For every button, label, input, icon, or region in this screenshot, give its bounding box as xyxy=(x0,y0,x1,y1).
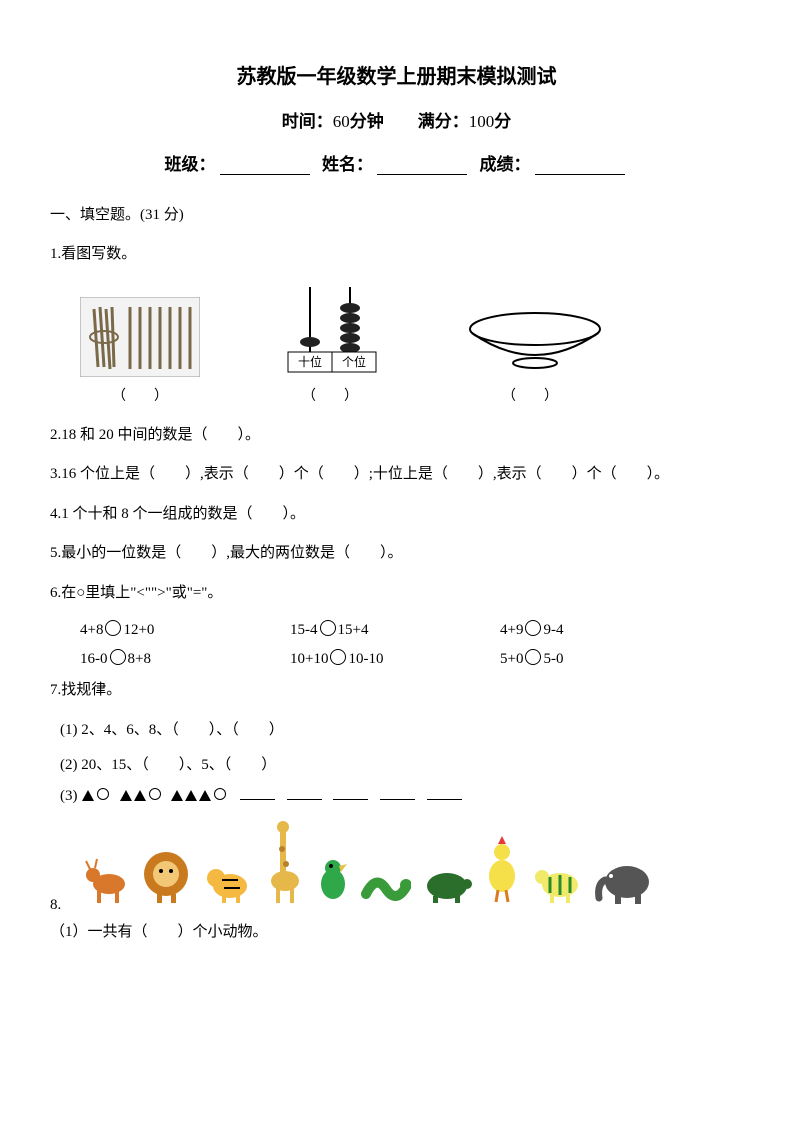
page-title: 苏教版一年级数学上册期末模拟测试 xyxy=(50,60,743,89)
triangle-icon xyxy=(199,790,211,801)
small-circle-icon xyxy=(214,788,226,800)
triangle-icon xyxy=(82,790,94,801)
result-blank[interactable] xyxy=(535,155,625,175)
q6-grid: 4+8 12+0 15-4 15+4 4+9 9-4 16-0 8+8 10+10 10-… xyxy=(80,620,743,668)
compare-circle[interactable] xyxy=(330,649,346,665)
q1-paren-3[interactable]: （ ） xyxy=(460,385,600,405)
q6-r2c1-b: 8+8 xyxy=(128,651,151,667)
time-label: 时间： xyxy=(282,112,333,131)
q6-r1c1-a: 4+8 xyxy=(80,622,103,638)
animal-parrot-icon xyxy=(313,854,353,904)
animal-zebra-icon xyxy=(530,859,585,904)
q7-2: (2) 20、15、（ ）、5、（ ） xyxy=(60,753,743,774)
q5-text: 5.最小的一位数是（ ）,最大的两位数是（ ）。 xyxy=(50,541,743,567)
q6-r2c2-b: 10-10 xyxy=(348,651,383,667)
q7-1: (1) 2、4、6、8、（ ）、（ ） xyxy=(60,718,743,739)
q2-text: 2.18 和 20 中间的数是（ ）。 xyxy=(50,423,743,449)
q6-r1c2-b: 15+4 xyxy=(338,622,369,638)
q1-answer-parens: （ ） （ ） （ ） xyxy=(80,385,743,405)
q8-number: 8. xyxy=(50,897,61,914)
compare-circle[interactable] xyxy=(105,620,121,636)
student-info-line: 班级： 姓名： 成绩： xyxy=(50,150,743,175)
abacus-tens-label: 十位 xyxy=(298,354,322,369)
animal-rooster-icon xyxy=(482,834,522,904)
compare-circle[interactable] xyxy=(525,620,541,636)
pattern-blank[interactable] xyxy=(380,799,415,800)
q6-text: 6.在○里填上"<"">"或"="。 xyxy=(50,581,743,607)
time-value: 60 xyxy=(333,112,350,131)
section-1-head: 一、填空题。(31 分) xyxy=(50,203,743,224)
name-blank[interactable] xyxy=(377,155,467,175)
q1-images: 十位 个位 xyxy=(80,282,743,377)
q6-r1c2: 15-4 15+4 xyxy=(290,620,500,639)
q6-r1c1-b: 12+0 xyxy=(123,622,154,638)
name-label: 姓名： xyxy=(322,155,373,174)
q3-text: 3.16 个位上是（ ）,表示（ ）个（ ）;十位上是（ ）,表示（ ）个（ ）… xyxy=(50,462,743,488)
pattern-blank[interactable] xyxy=(287,799,322,800)
result-label: 成绩： xyxy=(480,155,531,174)
worksheet-page: 苏教版一年级数学上册期末模拟测试 时间：60分钟 满分：100分 班级： 姓名：… xyxy=(0,0,793,1122)
q6-r1c1: 4+8 12+0 xyxy=(80,620,290,639)
animal-giraffe-icon xyxy=(260,819,305,904)
animal-elephant-icon xyxy=(593,854,653,904)
q6-r2c2: 10+10 10-10 xyxy=(290,649,500,668)
compare-circle[interactable] xyxy=(320,620,336,636)
compare-circle[interactable] xyxy=(525,649,541,665)
q6-r2c3-b: 5-0 xyxy=(543,651,563,667)
subtitle-line: 时间：60分钟 满分：100分 xyxy=(50,107,743,132)
pattern-blank[interactable] xyxy=(333,799,368,800)
q4-text: 4.1 个十和 8 个一组成的数是（ ）。 xyxy=(50,502,743,528)
small-circle-icon xyxy=(97,788,109,800)
animal-turtle-icon xyxy=(419,864,474,904)
animal-deer-icon xyxy=(81,849,131,904)
q7-3: (3) xyxy=(60,788,743,805)
q6-row-1: 4+8 12+0 15-4 15+4 4+9 9-4 xyxy=(80,620,743,639)
q1-paren-2[interactable]: （ ） xyxy=(270,385,390,405)
q7-3-prefix: (3) xyxy=(60,788,81,804)
q6-r2c3-a: 5+0 xyxy=(500,651,523,667)
pattern-blank[interactable] xyxy=(240,799,275,800)
q6-r2c3: 5+0 5-0 xyxy=(500,649,710,668)
compare-circle[interactable] xyxy=(110,649,126,665)
sticks-image xyxy=(80,297,200,377)
q6-row-2: 16-0 8+8 10+10 10-10 5+0 5-0 xyxy=(80,649,743,668)
class-label: 班级： xyxy=(165,155,216,174)
animal-snake-icon xyxy=(361,859,411,904)
fullscore-unit: 分 xyxy=(494,112,511,131)
q8-1: （1）一共有（ ）个小动物。 xyxy=(50,920,743,941)
q6-r2c2-a: 10+10 xyxy=(290,651,328,667)
fullscore-label: 满分： xyxy=(418,112,469,131)
q6-r2c1-a: 16-0 xyxy=(80,651,108,667)
small-circle-icon xyxy=(149,788,161,800)
abacus-ones-label: 个位 xyxy=(342,354,366,369)
q6-r1c2-a: 15-4 xyxy=(290,622,318,638)
q7-text: 7.找规律。 xyxy=(50,678,743,704)
q6-r2c1: 16-0 8+8 xyxy=(80,649,290,668)
triangle-icon xyxy=(134,790,146,801)
time-unit: 分钟 xyxy=(350,112,384,131)
abacus-image: 十位 个位 xyxy=(270,282,390,377)
animals-row xyxy=(81,819,653,904)
pattern-blank[interactable] xyxy=(427,799,462,800)
q1-paren-1[interactable]: （ ） xyxy=(80,385,200,405)
animal-tiger-icon xyxy=(202,854,252,904)
q6-r1c3-b: 9-4 xyxy=(543,622,563,638)
q8-row: 8. xyxy=(50,819,743,914)
bowl-image xyxy=(460,307,610,377)
animal-lion-icon xyxy=(139,844,194,904)
triangle-icon xyxy=(185,790,197,801)
q6-r1c3-a: 4+9 xyxy=(500,622,523,638)
triangle-icon xyxy=(120,790,132,801)
fullscore-value: 100 xyxy=(469,112,495,131)
q6-r1c3: 4+9 9-4 xyxy=(500,620,710,639)
triangle-icon xyxy=(171,790,183,801)
class-blank[interactable] xyxy=(220,155,310,175)
q1-text: 1.看图写数。 xyxy=(50,242,743,268)
